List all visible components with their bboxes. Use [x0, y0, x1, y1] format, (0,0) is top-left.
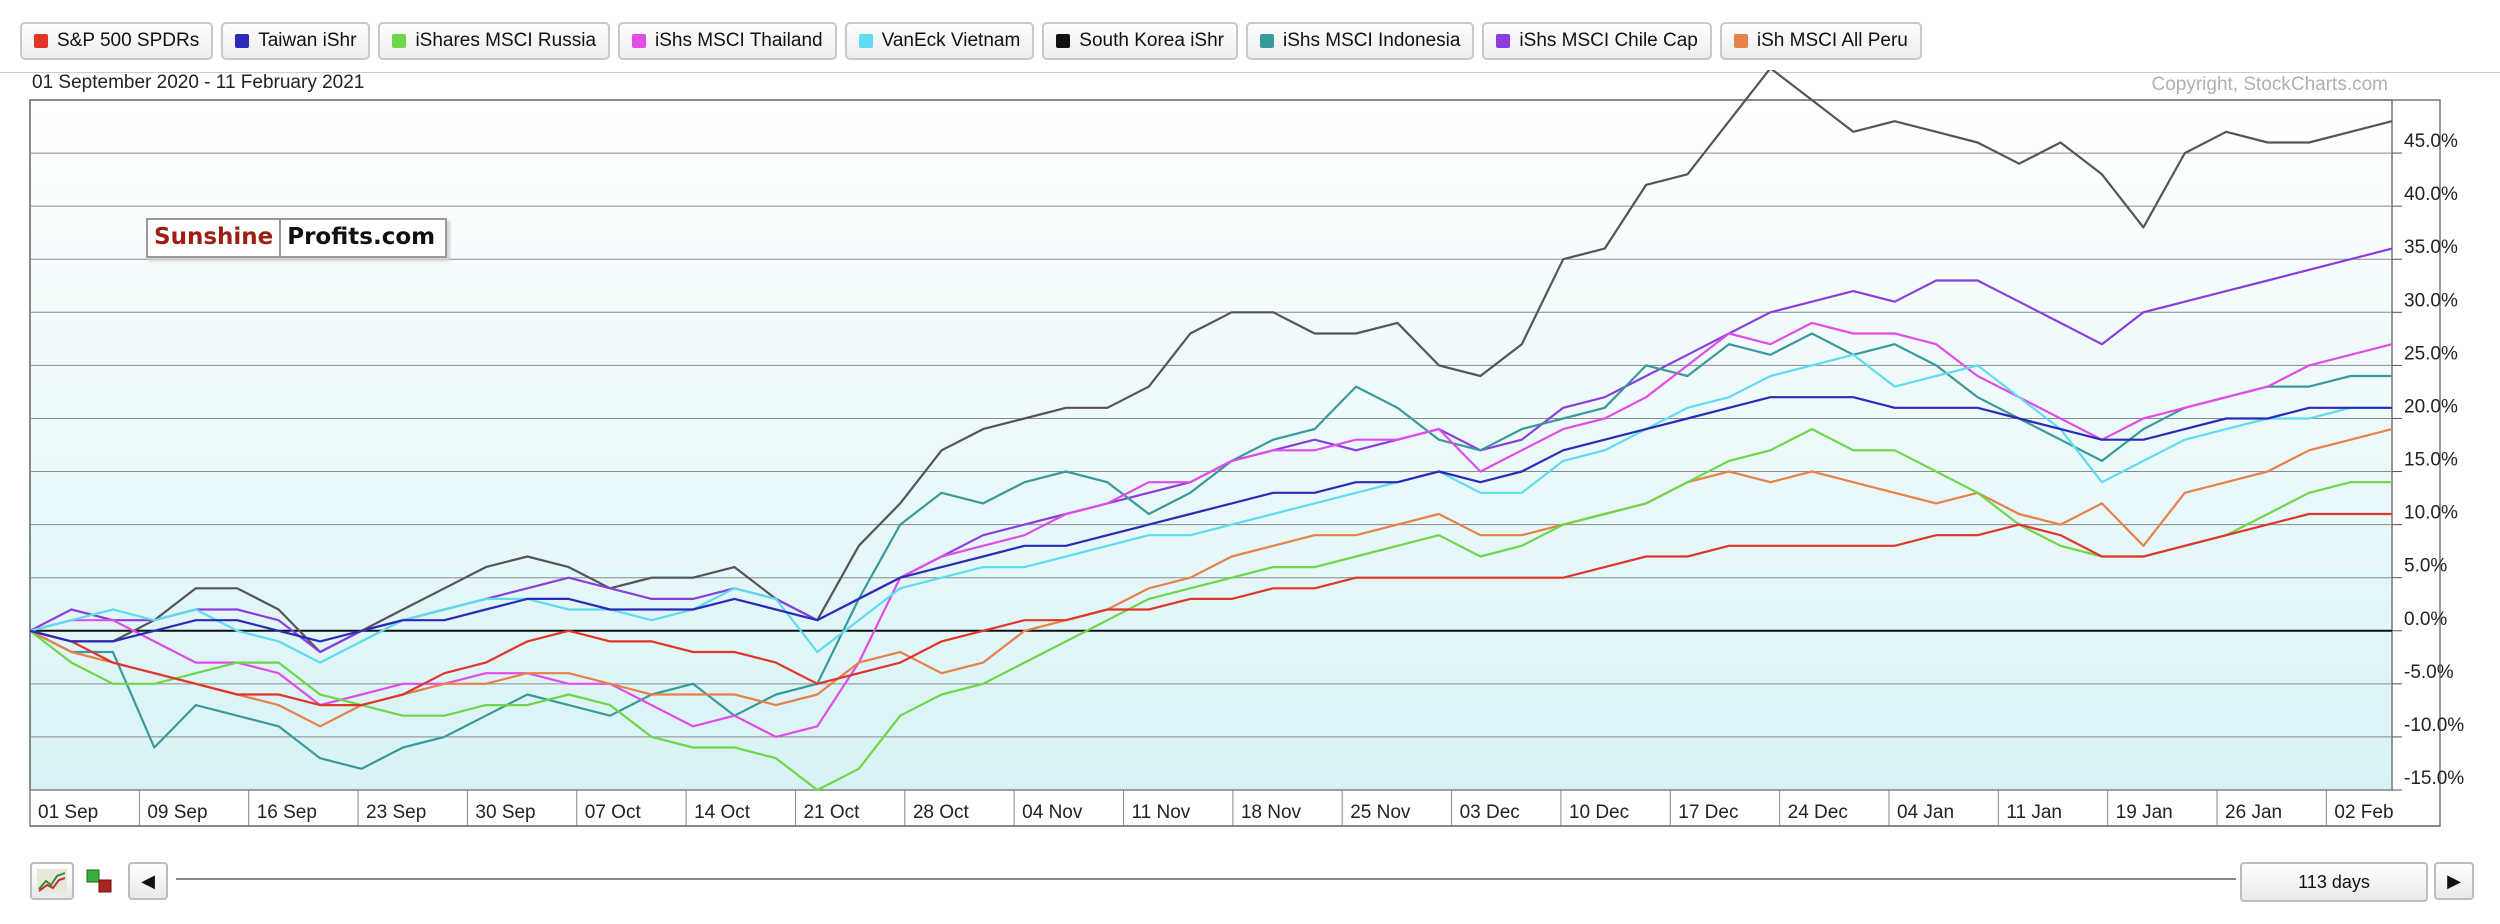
x-tick-label: 19 Jan [2116, 802, 2173, 823]
chart-area: -15.0% -10.0% -5.0% 0.0% 5.0% 10.0% 15.0% 20.0%… [0, 70, 2500, 827]
scroll-left-button[interactable]: ◀ [128, 862, 168, 900]
y-tick-label: 10.0% [2404, 503, 2458, 524]
x-tick-label: 23 Sep [366, 802, 426, 823]
x-tick-label: 01 Sep [38, 802, 98, 823]
legend-label: Taiwan iShr [258, 30, 357, 51]
x-tick-label: 26 Jan [2225, 802, 2282, 823]
legend-label: iShares MSCI Russia [415, 30, 597, 51]
y-tick-label: 30.0% [2404, 290, 2458, 311]
candle-chart-icon [86, 869, 112, 893]
x-tick-label: 03 Dec [1460, 802, 1520, 823]
legend-swatch [858, 34, 873, 48]
chart-top-rule [0, 72, 2500, 73]
x-tick-label: 14 Oct [694, 802, 751, 823]
watermark-part2: Profits.com [279, 220, 445, 256]
y-tick-label: -5.0% [2404, 662, 2454, 683]
legend-swatch [235, 34, 250, 48]
x-tick-label: 04 Jan [1897, 802, 1954, 823]
y-tick-label: 25.0% [2404, 343, 2458, 364]
series-line-south-korea-ishr [29, 70, 2393, 654]
y-tick-label: 5.0% [2404, 556, 2447, 577]
x-tick-label: 11 Nov [1132, 802, 1191, 823]
x-tick-label: 18 Nov [1241, 802, 1302, 823]
period-days-box[interactable]: 113 days [2240, 862, 2428, 902]
copyright-label: Copyright, StockCharts.com [2151, 74, 2388, 95]
y-tick-label: 45.0% [2404, 131, 2458, 152]
legend-label: VanEck Vietnam [881, 30, 1021, 51]
legend-label: iShs MSCI Chile Cap [1519, 30, 1698, 51]
legend-swatch [1056, 34, 1071, 48]
line-chart-mode-button[interactable] [30, 862, 74, 900]
legend-label: iShs MSCI Thailand [655, 30, 823, 51]
watermark-logo: Sunshine Profits.com [146, 218, 448, 258]
legend-label: iShs MSCI Indonesia [1283, 30, 1461, 51]
legend-swatch [632, 34, 647, 48]
x-tick-label: 17 Dec [1678, 802, 1738, 823]
legend-swatch [392, 34, 407, 48]
legend-swatch [1496, 34, 1511, 48]
legend-label: iSh MSCI All Peru [1756, 30, 1908, 51]
x-tick-label: 25 Nov [1350, 802, 1411, 823]
legend-item-taiwan-ishr[interactable]: Taiwan iShr [221, 22, 371, 60]
x-tick-label: 02 Feb [2334, 802, 2393, 823]
y-tick-label: 35.0% [2404, 237, 2458, 258]
legend-item-south-korea-ishr[interactable]: South Korea iShr [1042, 22, 1238, 60]
legend-item-ish-msci-all-peru[interactable]: iSh MSCI All Peru [1719, 22, 1922, 60]
plot-background [29, 99, 2393, 791]
legend-swatch [34, 34, 48, 48]
x-tick-label: 04 Nov [1022, 802, 1083, 823]
bar-chart-mode-button[interactable] [80, 862, 120, 900]
legend-item-vaneck-vietnam[interactable]: VanEck Vietnam [844, 22, 1035, 60]
x-tick-label: 09 Sep [147, 802, 207, 823]
legend-swatch [1260, 34, 1274, 48]
x-tick-label: 21 Oct [803, 802, 860, 823]
legend-swatch [1733, 34, 1748, 48]
y-tick-label: 20.0% [2404, 396, 2458, 417]
legend-item-ishs-msci-thailand[interactable]: iShs MSCI Thailand [618, 22, 837, 60]
x-tick-label: 07 Oct [585, 802, 642, 823]
y-tick-label: 40.0% [2404, 184, 2458, 205]
series-line-s-p-500-spdrs [29, 512, 2392, 707]
legend-bar: S&P 500 SPDRs Taiwan iShr iShares MSCI Rus… [20, 22, 1922, 62]
time-scrollbar[interactable] [176, 878, 2236, 880]
legend-label: S&P 500 SPDRs [57, 30, 200, 51]
y-tick-label: -10.0% [2404, 715, 2464, 736]
watermark-part1: Sunshine [154, 224, 274, 250]
bottom-toolbar: ◀ 113 days ▶ [0, 854, 2500, 912]
y-tick-label: -15.0% [2404, 768, 2464, 789]
x-tick-label: 10 Dec [1569, 802, 1629, 823]
series-line-ishs-msci-indonesia [29, 332, 2392, 770]
x-tick-label: 24 Dec [1788, 802, 1848, 823]
legend-item-ishs-msci-chile-cap[interactable]: iShs MSCI Chile Cap [1482, 22, 1712, 60]
x-tick-label: 16 Sep [257, 802, 317, 823]
y-tick-label: 15.0% [2404, 450, 2458, 471]
legend-item-ishares-msci-russia[interactable]: iShares MSCI Russia [378, 22, 611, 60]
y-tick-label: 0.0% [2404, 609, 2447, 630]
legend-item-s-p-500-spdrs[interactable]: S&P 500 SPDRs [20, 22, 214, 60]
date-range-label: 01 September 2020 - 11 February 2021 [32, 72, 365, 93]
series-line-ish-msci-all-peru [29, 428, 2393, 728]
x-tick-label: 28 Oct [913, 802, 970, 823]
legend-label: South Korea iShr [1079, 30, 1224, 51]
series-line-ishares-msci-russia [29, 428, 2392, 792]
series-line-taiwan-ishr [29, 396, 2392, 643]
series-line-vaneck-vietnam [29, 353, 2392, 664]
legend-item-ishs-msci-indonesia[interactable]: iShs MSCI Indonesia [1246, 22, 1475, 60]
x-tick-label: 30 Sep [475, 802, 535, 823]
scroll-right-button[interactable]: ▶ [2434, 862, 2474, 900]
line-chart-icon [37, 869, 67, 893]
x-tick-label: 11 Jan [2006, 802, 2062, 823]
